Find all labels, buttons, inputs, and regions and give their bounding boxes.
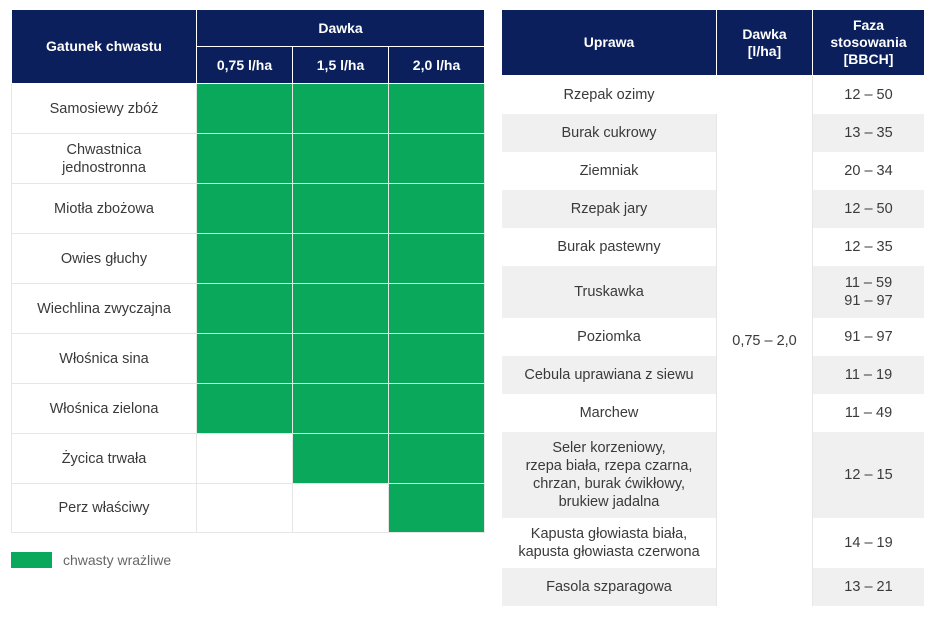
legend-swatch (11, 552, 52, 568)
weed-name: Życica trwała (11, 433, 197, 484)
crop-name: Poziomka (501, 317, 717, 356)
header-crop-dose: Dawka [l/ha] (716, 9, 813, 76)
weed-name: Owies głuchy (11, 233, 197, 284)
table-row: Burak cukrowy 13 – 35 (501, 113, 925, 152)
sensitivity-cell (196, 183, 293, 234)
crop-phase: 20 – 34 (812, 151, 925, 190)
crop-name: Truskawka (501, 265, 717, 318)
crop-phase: 11 – 49 (812, 393, 925, 432)
sensitivity-cell (196, 83, 293, 134)
table-row: Truskawka 11 – 59 91 – 97 (501, 265, 925, 318)
crop-phase: 12 – 35 (812, 227, 925, 266)
weed-name: Chwastnica jednostronna (11, 133, 197, 184)
table-row: Rzepak ozimy 0,75 – 2,0 12 – 50 (501, 75, 925, 606)
table-row: Samosiewy zbóż (11, 83, 486, 134)
header-dose-3: 2,0 l/ha (387, 46, 486, 84)
crop-phase: 12 – 15 (812, 431, 925, 518)
weed-name: Włośnica sina (11, 333, 197, 384)
crop-name: Kapusta głowiasta biała, kapusta głowiast… (501, 517, 717, 568)
crop-name: Seler korzeniowy, rzepa biała, rzepa czar… (501, 431, 717, 518)
weed-name: Wiechlina zwyczajna (11, 283, 197, 334)
sensitivity-cell (292, 283, 389, 334)
table-row: Ziemniak 20 – 34 (501, 151, 925, 190)
table-row: Wiechlina zwyczajna (11, 283, 486, 334)
crop-phase: 13 – 21 (812, 567, 925, 606)
sensitivity-cell (387, 133, 486, 184)
crop-phase: 13 – 35 (812, 113, 925, 152)
weed-name: Włośnica zielona (11, 383, 197, 434)
crop-phase: 11 – 19 (812, 355, 925, 394)
crop-name: Marchew (501, 393, 717, 432)
sensitivity-cell (196, 133, 293, 184)
crop-name: Burak cukrowy (501, 113, 717, 152)
sensitivity-cell (196, 283, 293, 334)
sensitivity-cell (292, 83, 389, 134)
table-row: Fasola szparagowa 13 – 21 (501, 567, 925, 606)
header-weed-species: Gatunek chwastu (11, 9, 197, 84)
sensitivity-cell (387, 183, 486, 234)
legend-label: chwasty wrażliwe (63, 552, 172, 568)
header-dose-1: 0,75 l/ha (196, 46, 293, 84)
crop-name: Cebula uprawiana z siewu (501, 355, 717, 394)
crop-phase: 12 – 50 (812, 75, 925, 114)
header-crop-dose-label: Dawka [l/ha] (742, 25, 787, 59)
sensitivity-cell (292, 233, 389, 284)
table-row: Chwastnica jednostronna (11, 133, 486, 184)
table-row: Włośnica sina (11, 333, 486, 384)
crop-phase: 91 – 97 (812, 317, 925, 356)
sensitivity-cell (387, 433, 486, 484)
table-row: Włośnica zielona (11, 383, 486, 434)
table-row: Rzepak jary 12 – 50 (501, 189, 925, 228)
weed-name: Miotła zbożowa (11, 183, 197, 234)
sensitivity-cell (387, 383, 486, 434)
crop-name: Rzepak ozimy (501, 75, 717, 114)
weed-sensitivity-table: Gatunek chwastu Dawka 0,75 l/ha 1,5 l/ha… (11, 9, 486, 533)
sensitivity-cell (387, 83, 486, 134)
sensitivity-cell (387, 283, 486, 334)
sensitivity-cell (292, 133, 389, 184)
sensitivity-cell (292, 333, 389, 384)
table-row: Marchew 11 – 49 (501, 393, 925, 432)
table-row: Burak pastewny 12 – 35 (501, 227, 925, 266)
sensitivity-cell (196, 383, 293, 434)
table-row: Seler korzeniowy, rzepa biała, rzepa czar… (501, 431, 925, 518)
crop-name: Burak pastewny (501, 227, 717, 266)
crop-phase: 11 – 59 91 – 97 (812, 265, 925, 318)
table-row: Życica trwała (11, 433, 486, 484)
weed-name: Samosiewy zbóż (11, 83, 197, 134)
header-crop: Uprawa (501, 9, 717, 76)
sensitivity-cell (387, 483, 486, 533)
header-dose: Dawka (195, 9, 486, 47)
table-row: Perz właściwy (11, 483, 486, 533)
crop-table-body: Rzepak ozimy 0,75 – 2,0 12 – 50 Burak cukro… (501, 75, 925, 606)
header-phase-label: Faza stosowania [BBCH] (830, 17, 907, 67)
legend: chwasty wrażliwe (11, 552, 171, 568)
weed-name: Perz właściwy (11, 483, 197, 533)
table-row: Cebula uprawiana z siewu 11 – 19 (501, 355, 925, 394)
sensitivity-cell (292, 433, 389, 484)
sensitivity-cell (196, 433, 293, 484)
sensitivity-cell (196, 233, 293, 284)
crop-dose-value: 0,75 – 2,0 (716, 75, 813, 606)
crop-table: Uprawa Dawka [l/ha] Faza stosowania [BBCH] … (501, 9, 925, 606)
header-phase: Faza stosowania [BBCH] (812, 9, 925, 76)
table-row: Poziomka 91 – 97 (501, 317, 925, 356)
sensitivity-cell (387, 233, 486, 284)
table-row: Kapusta głowiasta biała, kapusta głowiast… (501, 517, 925, 568)
weed-table-body: Samosiewy zbóż Chwastnica jednostronna Miot… (11, 83, 486, 533)
header-dose-2: 1,5 l/ha (292, 46, 389, 84)
sensitivity-cell (292, 483, 389, 533)
crop-name: Fasola szparagowa (501, 567, 717, 606)
crop-name: Rzepak jary (501, 189, 717, 228)
table-row: Miotła zbożowa (11, 183, 486, 234)
sensitivity-cell (196, 333, 293, 384)
sensitivity-cell (196, 483, 293, 533)
crop-phase: 12 – 50 (812, 189, 925, 228)
sensitivity-cell (292, 183, 389, 234)
sensitivity-cell (387, 333, 486, 384)
sensitivity-cell (292, 383, 389, 434)
crop-phase: 14 – 19 (812, 517, 925, 568)
crop-name: Ziemniak (501, 151, 717, 190)
table-row: Owies głuchy (11, 233, 486, 284)
